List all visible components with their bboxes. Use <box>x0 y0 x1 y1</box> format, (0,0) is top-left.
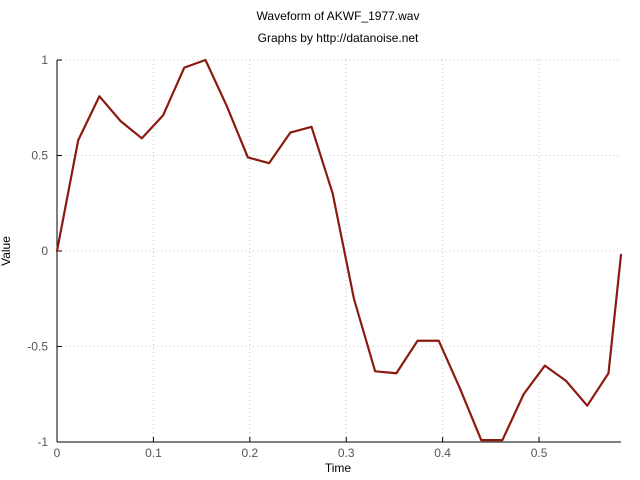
y-tick-label: 0.5 <box>31 149 48 163</box>
y-axis-label: Value <box>0 236 13 266</box>
y-tick-label: 0 <box>41 244 48 258</box>
tick-labels: 0 0.1 0.2 0.3 0.4 0.5 -1 -0.5 0 0.5 1 <box>27 53 547 460</box>
chart-title: Waveform of AKWF_1977.wav <box>257 9 420 23</box>
x-tick-label: 0.5 <box>531 446 548 460</box>
y-tick-label: -1 <box>37 435 48 449</box>
x-tick-label: 0.1 <box>145 446 162 460</box>
y-tick-label: -0.5 <box>27 340 48 354</box>
grid-lines <box>57 59 621 442</box>
x-tick-label: 0.3 <box>338 446 355 460</box>
x-axis-label: Time <box>325 461 352 475</box>
series-layer <box>55 58 623 442</box>
x-tick-label: 0.4 <box>434 446 451 460</box>
waveform-line <box>55 58 623 442</box>
y-tick-label: 1 <box>41 53 48 67</box>
chart-subtitle: Graphs by http://datanoise.net <box>258 31 419 45</box>
x-tick-label: 0 <box>54 446 61 460</box>
x-tick-label: 0.2 <box>241 446 258 460</box>
